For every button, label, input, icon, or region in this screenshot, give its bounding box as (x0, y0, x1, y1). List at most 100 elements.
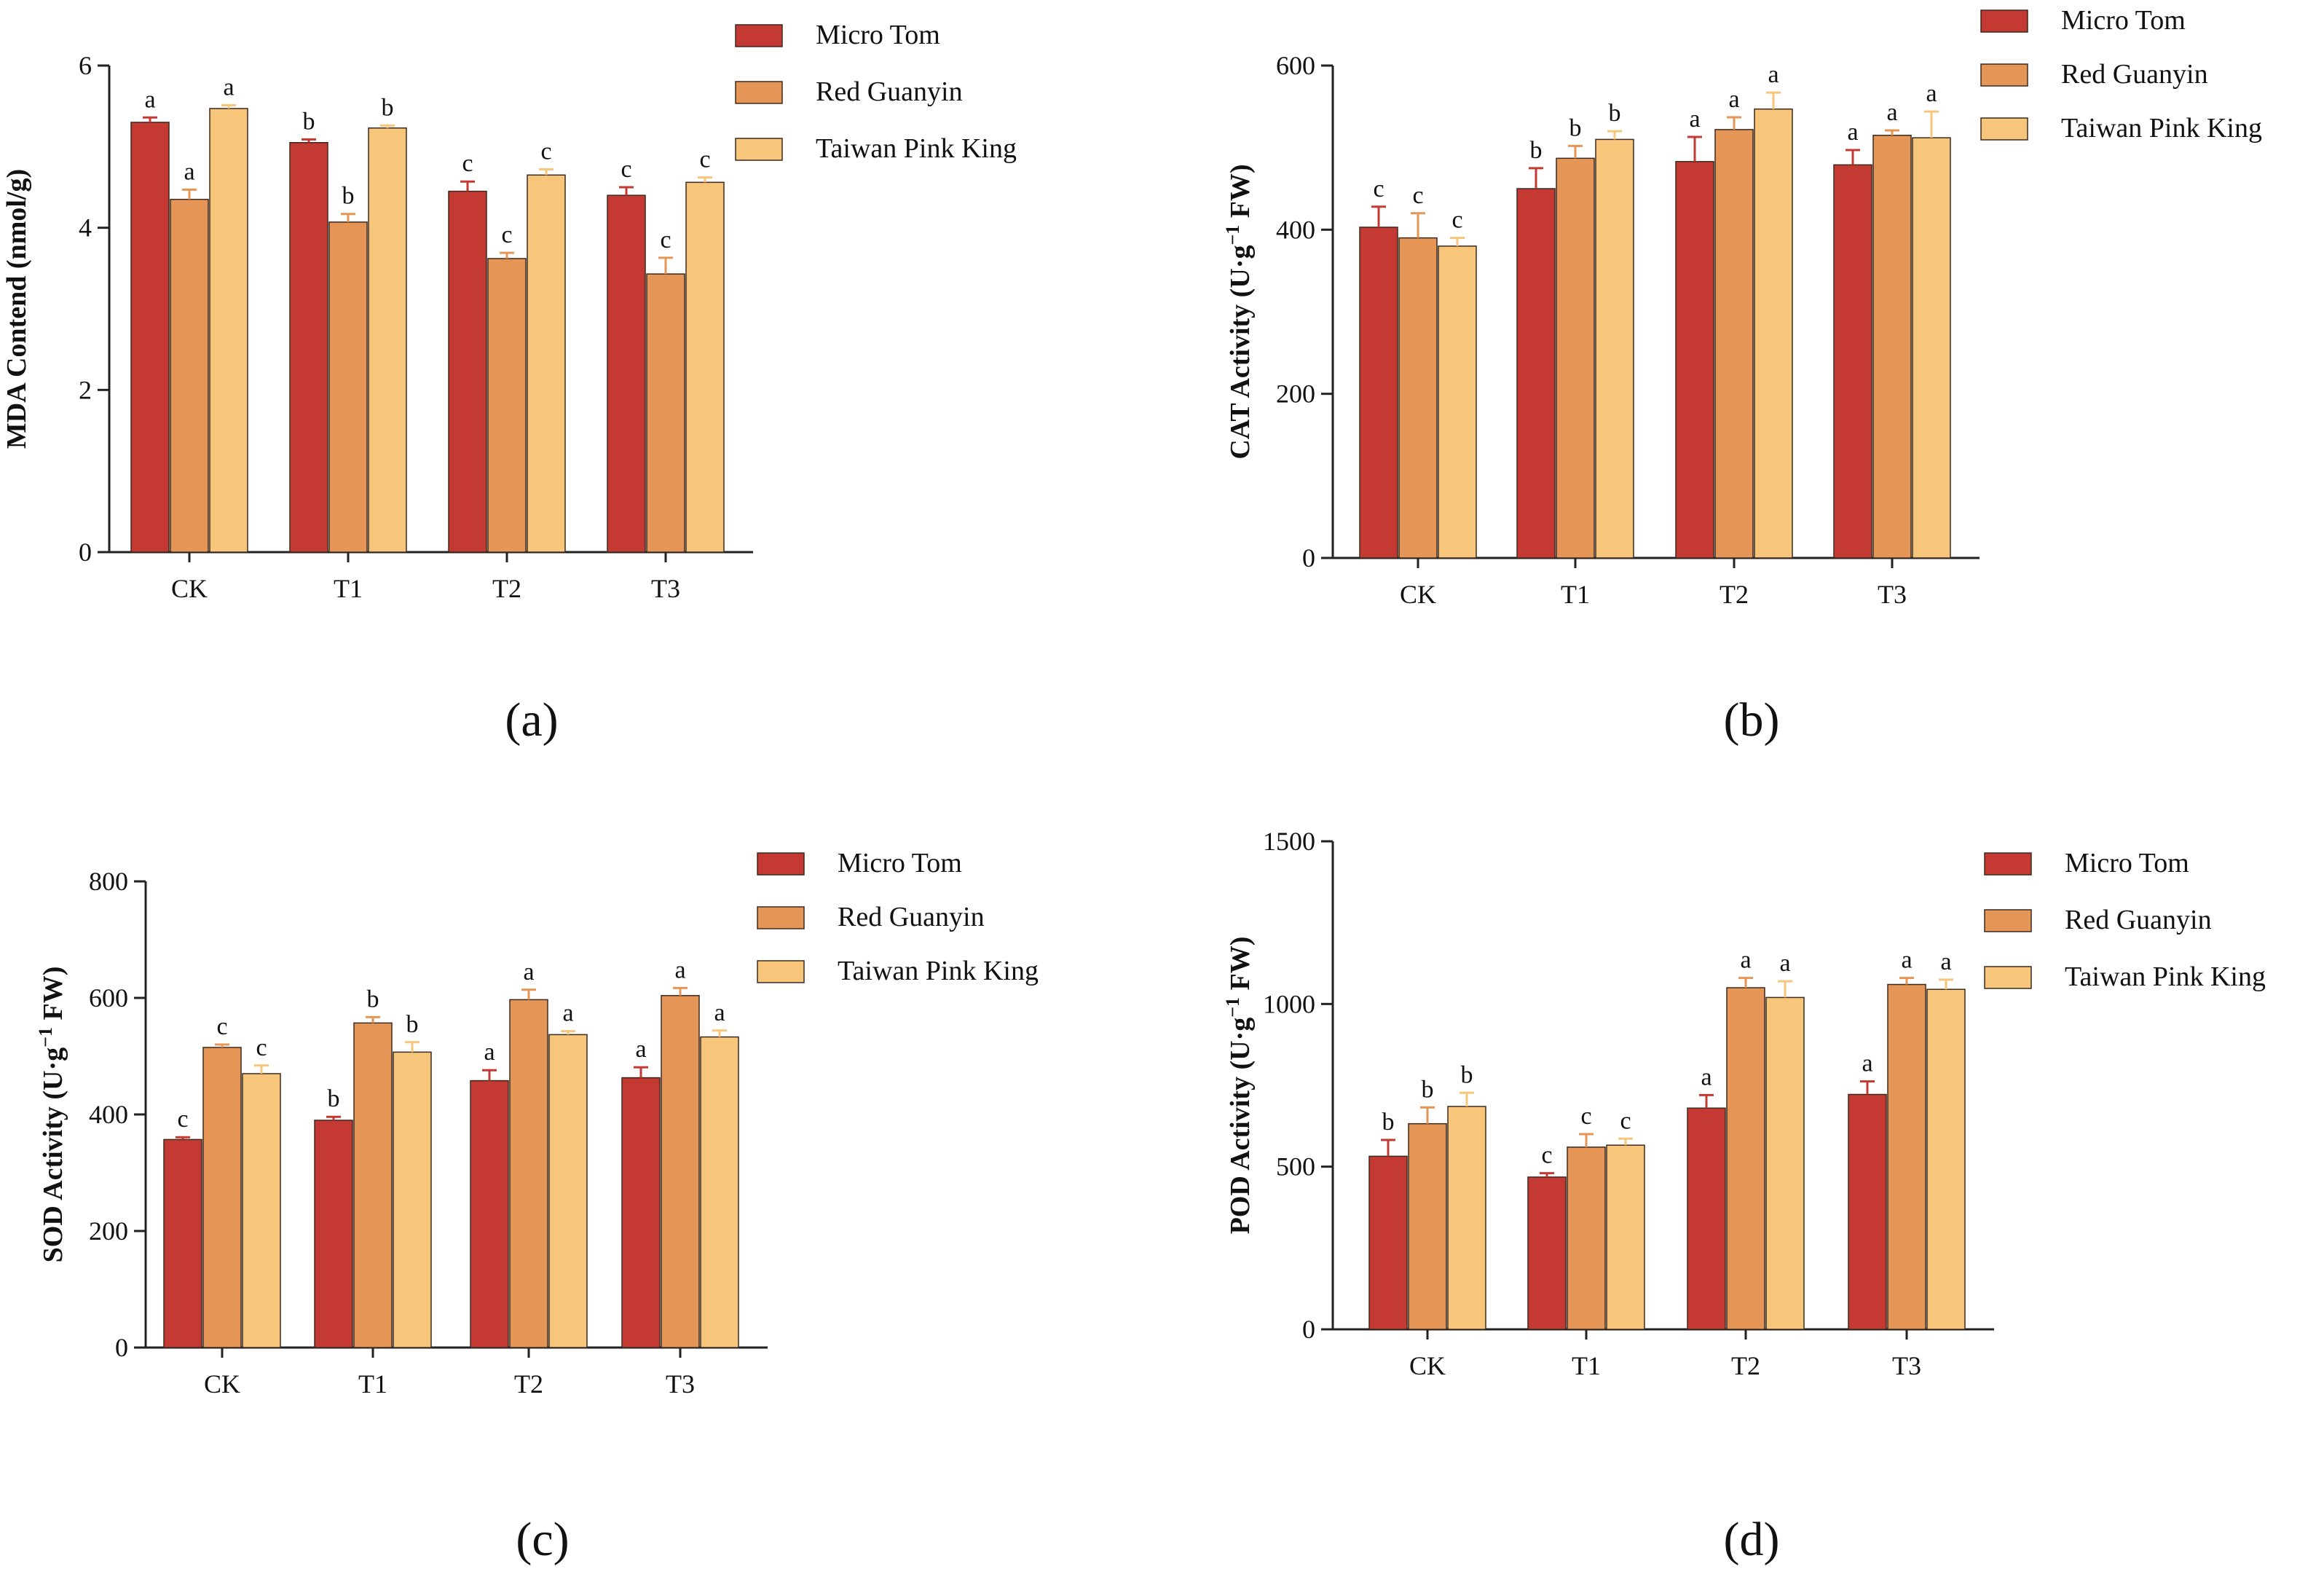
y-axis-title-main: SOD Activity (U·g (38, 1047, 68, 1263)
bar-red-guanyin (1726, 987, 1765, 1330)
y-tick-label: 6 (79, 51, 92, 80)
bar-taiwan-pink-king (1912, 137, 1951, 559)
significance-letter: a (1940, 948, 1951, 975)
chart-panel-a: 0 2 4 6 CK T1 T2 T3 MDA Contend (nmol/g) a b c c a b c c… (0, 0, 1165, 794)
y-axis-title-main: POD Activity (U·g (1225, 1018, 1256, 1235)
x-tick-label: T3 (666, 1369, 695, 1399)
legend-label: Red Guanyin (2065, 905, 2212, 935)
bar-taiwan-pink-king (242, 1073, 281, 1348)
significance-letter: a (1768, 61, 1779, 88)
legend-swatch (735, 138, 783, 161)
x-tick-label: CK (171, 574, 208, 603)
significance-letter: a (484, 1039, 495, 1066)
significance-letter: a (1886, 99, 1897, 126)
bar-taiwan-pink-king (1595, 138, 1634, 559)
bar-taiwan-pink-king (548, 1034, 588, 1348)
y-axis-title-sup: −1 (1222, 997, 1243, 1018)
significance-letter: c (501, 221, 512, 248)
significance-letter: c (462, 150, 473, 177)
bar-taiwan-pink-king (1926, 988, 1966, 1330)
significance-letter: b (1609, 100, 1621, 127)
y-tick-label: 1500 (1263, 827, 1315, 856)
significance-letter: b (303, 108, 315, 135)
bar-micro-tom (448, 190, 487, 553)
bar-red-guanyin (353, 1022, 393, 1348)
x-tick-label: T1 (1561, 580, 1590, 609)
x-tick-label: T1 (334, 574, 363, 603)
bar-taiwan-pink-king (1447, 1106, 1486, 1330)
bar-micro-tom (607, 194, 646, 553)
bar-red-guanyin (509, 999, 548, 1348)
panel-label: (a) (505, 693, 558, 747)
significance-letter: c (1412, 182, 1423, 209)
significance-letter: b (342, 183, 355, 210)
legend-swatch (757, 852, 805, 876)
significance-letter: c (1620, 1107, 1631, 1134)
significance-letter: b (406, 1011, 419, 1038)
y-axis-title-sup: −1 (35, 1027, 56, 1047)
bar-red-guanyin (1556, 157, 1595, 559)
significance-letter: a (1901, 947, 1912, 974)
y-tick-label: 1000 (1263, 989, 1315, 1018)
bar-taiwan-pink-king (393, 1051, 432, 1348)
significance-letter: a (635, 1036, 646, 1063)
significance-letter: c (1541, 1142, 1552, 1169)
legend-label: Taiwan Pink King (2061, 113, 2262, 143)
x-tick-label: CK (1409, 1351, 1446, 1380)
significance-letter: c (540, 138, 551, 165)
significance-letter: c (621, 156, 631, 183)
legend-swatch (735, 81, 783, 104)
significance-letter: a (674, 956, 685, 983)
legend-label: Red Guanyin (838, 902, 985, 932)
y-axis-title: POD Activity (U·g−1 FW) (1222, 937, 1256, 1235)
legend-swatch (1984, 909, 2032, 932)
significance-letter: a (1926, 80, 1937, 107)
bar-red-guanyin (487, 258, 527, 553)
y-tick-label: 2 (79, 375, 92, 404)
bar-micro-tom (621, 1077, 661, 1348)
x-tick-label: T3 (1878, 580, 1907, 609)
y-axis-title-end: FW) (38, 967, 68, 1027)
y-axis-title-main: MDA Contend (nmol/g) (1, 169, 32, 449)
legend-swatch (1984, 966, 2032, 989)
bar-taiwan-pink-king (685, 181, 725, 553)
bar-red-guanyin (202, 1047, 242, 1348)
y-axis-title: SOD Activity (U·g−1 FW) (35, 967, 69, 1263)
legend-swatch (735, 24, 783, 47)
bar-micro-tom (1359, 227, 1398, 559)
significance-letter: a (523, 959, 534, 986)
bar-micro-tom (1368, 1155, 1408, 1330)
bar-micro-tom (1675, 161, 1714, 559)
x-tick-label: T1 (358, 1369, 387, 1399)
bar-taiwan-pink-king (209, 108, 248, 553)
legend-swatch (1980, 9, 2028, 33)
y-tick-label: 0 (115, 1333, 128, 1362)
bar-red-guanyin (1408, 1122, 1447, 1330)
significance-letter: c (1451, 207, 1462, 234)
bar-micro-tom (1848, 1093, 1887, 1330)
legend-label: Red Guanyin (2061, 59, 2208, 90)
legend-swatch (1980, 63, 2028, 87)
legend-label: Taiwan Pink King (816, 133, 1017, 164)
x-tick-label: T2 (514, 1369, 543, 1399)
y-tick-label: 200 (1276, 379, 1315, 409)
significance-letter: b (382, 94, 394, 121)
bar-micro-tom (1833, 164, 1872, 559)
significance-letter: a (1701, 1063, 1712, 1090)
y-tick-label: 800 (89, 867, 128, 896)
significance-letter: a (1740, 947, 1751, 974)
y-axis-title: CAT Activity (U·g−1 FW) (1222, 164, 1256, 459)
significance-letter: a (1779, 950, 1790, 977)
y-tick-label: 600 (89, 983, 128, 1012)
x-tick-label: T2 (1720, 580, 1749, 609)
legend-label: Red Guanyin (816, 76, 963, 107)
legend-label: Taiwan Pink King (2065, 961, 2266, 992)
chart-svg-d: 0 500 1000 1500 CK T1 T2 T3 POD Activity (U·g−1 … (1222, 827, 2266, 1566)
y-axis-title-end: FW) (1225, 164, 1256, 224)
significance-letter: b (1461, 1061, 1473, 1088)
bar-red-guanyin (1398, 237, 1438, 559)
chart-panel-c: 0 200 400 600 800 CK T1 T2 T3 SOD Activity (U·g−1… (0, 790, 1165, 1585)
bar-taiwan-pink-king (1765, 996, 1805, 1330)
y-tick-label: 0 (79, 538, 92, 567)
bar-red-guanyin (328, 221, 368, 553)
